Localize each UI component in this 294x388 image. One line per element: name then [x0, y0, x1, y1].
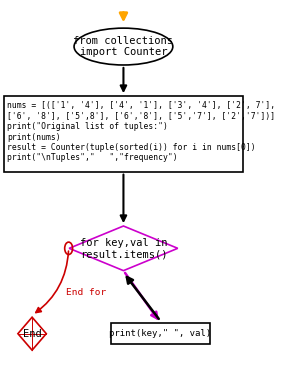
Text: print(key," ", val): print(key," ", val): [109, 329, 212, 338]
Text: End for: End for: [66, 288, 106, 298]
Text: nums = [(['1', '4'], ['4', '1'], ['3', '4'], ['2', 7'],
['6', '8'], ['5',8'], [': nums = [(['1', '4'], ['4', '1'], ['3', '…: [7, 101, 275, 163]
Text: for key,val in
result.items(): for key,val in result.items(): [80, 237, 167, 259]
Text: End: End: [23, 329, 41, 339]
Text: from collections
import Counter: from collections import Counter: [74, 36, 173, 57]
